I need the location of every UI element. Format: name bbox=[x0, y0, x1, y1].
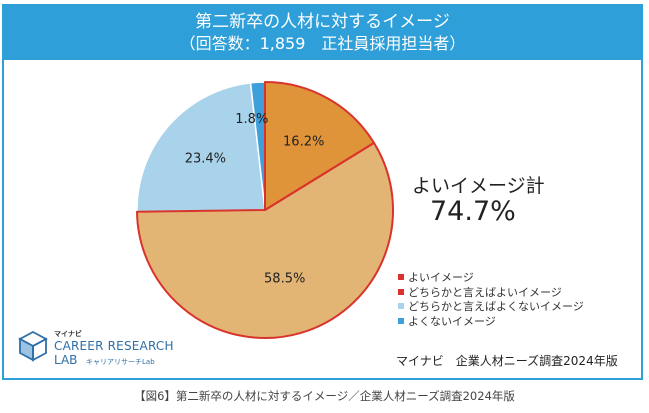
legend-item: どちらかと言えばよいイメージ bbox=[398, 285, 584, 300]
chart-subtitle: （回答数：1,859 正社員採用担当者） bbox=[179, 34, 466, 53]
legend-label: どちらかと言えばよいイメージ bbox=[408, 285, 562, 299]
chart-legend: よいイメージ どちらかと言えばよいイメージ どちらかと言えばよくないイメージ よくない… bbox=[398, 270, 584, 328]
pie-slice-border-0 bbox=[264, 81, 375, 211]
legend-swatch bbox=[398, 303, 404, 310]
legend-swatch bbox=[398, 317, 404, 324]
source-note: マイナビ 企業人材ニーズ調査2024年版 bbox=[396, 354, 618, 368]
legend-label: どちらかと言えばよくないイメージ bbox=[408, 300, 584, 314]
logo-subtitle: キャリアリサーチLab bbox=[86, 358, 155, 366]
legend-label: よくないイメージ bbox=[408, 314, 496, 328]
legend-item: どちらかと言えばよくないイメージ bbox=[398, 299, 584, 314]
summary-value: 74.7% bbox=[430, 196, 516, 227]
cube-logo-icon bbox=[18, 330, 48, 362]
career-research-lab-logo: マイナビ CAREER RESEARCH LAB キャリアリサーチLab bbox=[16, 329, 174, 367]
figure-caption: 【図6】第二新卒の人材に対するイメージ／企業人材ニーズ調査2024年版 bbox=[134, 389, 515, 403]
summary-label: よいイメージ計 bbox=[412, 175, 545, 197]
legend-label: よいイメージ bbox=[408, 271, 474, 285]
legend-swatch bbox=[398, 274, 404, 281]
legend-item: よくないイメージ bbox=[398, 314, 584, 329]
legend-item: よいイメージ bbox=[398, 270, 584, 285]
pie-data-label-1: 58.5% bbox=[264, 272, 305, 287]
pie-data-label-0: 16.2% bbox=[283, 135, 324, 150]
chart-header: 第二新卒の人材に対するイメージ （回答数：1,859 正社員採用担当者） bbox=[4, 6, 641, 60]
pie-data-label-3: 1.8% bbox=[235, 112, 268, 127]
legend-swatch bbox=[398, 288, 404, 295]
chart-title: 第二新卒の人材に対するイメージ bbox=[195, 12, 450, 32]
pie-slice-border-1 bbox=[136, 141, 394, 339]
logo-name-line1: CAREER RESEARCH bbox=[54, 339, 174, 353]
pie-data-label-2: 23.4% bbox=[185, 152, 226, 167]
pie-slice-2 bbox=[136, 81, 266, 213]
logo-brand: マイナビ bbox=[54, 330, 82, 338]
logo-name-line2: LAB bbox=[54, 353, 78, 367]
